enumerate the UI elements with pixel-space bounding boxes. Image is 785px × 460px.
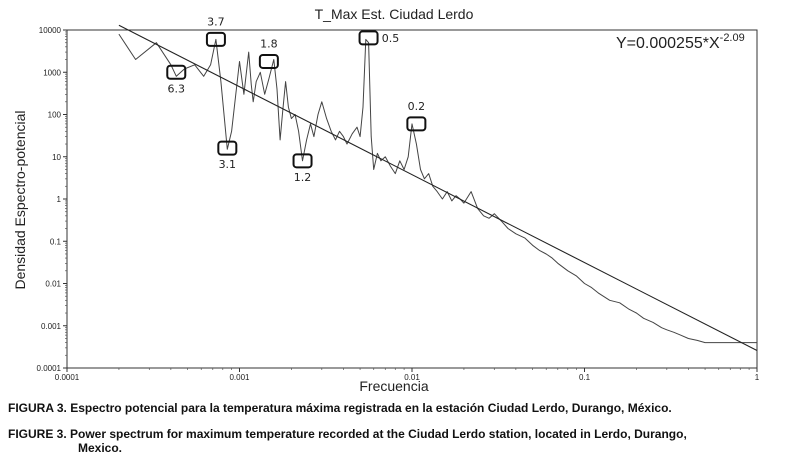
caption-english: FIGURE 3. Power spectrum for maximum tem… [8, 427, 783, 455]
fit-line [118, 24, 758, 351]
spectrum-line [118, 33, 757, 344]
y-tick-label: 0.01 [45, 280, 61, 289]
x-axis-label: Frecuencia [359, 378, 428, 394]
peak-period-label: 1.2 [294, 171, 312, 184]
peak-period-label: 1.8 [260, 37, 278, 50]
peak-marker-box [166, 64, 187, 80]
peak-marker-box [406, 116, 427, 132]
y-tick-label: 10 [52, 153, 61, 162]
plot-frame [66, 29, 758, 369]
y-tick-label: 0.0001 [37, 364, 62, 373]
peak-period-label: 3.7 [207, 15, 225, 28]
x-tick-label: 0.1 [579, 373, 591, 382]
chart-title: T_Max Est. Ciudad Lerdo [315, 6, 474, 22]
peak-marker-box [205, 31, 226, 47]
y-tick-label: 100 [48, 111, 62, 120]
power-spectrum-chart: T_Max Est. Ciudad Lerdo 0.0001 0.001 0.01 0… [12, 6, 760, 394]
x-tick-label: 1 [755, 373, 760, 382]
peak-period-label: 6.3 [168, 82, 186, 95]
caption-english-line1: FIGURE 3. Power spectrum for maximum tem… [8, 427, 687, 441]
y-axis-ticks: 10000 1000 100 10 1 0.1 0.01 0.001 0.0001 [37, 26, 67, 373]
y-tick-label: 0.001 [41, 322, 62, 331]
annotation-group: 3.7 6.3 3.1 1.8 1.2 0.5 0.2 [166, 15, 427, 184]
y-tick-label: 1000 [43, 68, 61, 77]
peak-marker-box [292, 153, 313, 169]
peak-period-label: 0.2 [408, 100, 426, 113]
peak-marker-box [358, 30, 379, 46]
caption-english-line2: Mexico. [78, 441, 123, 455]
fit-equation: Y=0.000255*X-2.09 [616, 32, 745, 52]
fit-equation-base: Y=0.000255*X [616, 35, 720, 52]
caption-spanish: FIGURA 3. Espectro potencial para la tem… [8, 401, 672, 415]
fit-equation-exponent: -2.09 [720, 32, 745, 44]
peak-marker-box [258, 53, 279, 69]
peak-marker-box [217, 140, 238, 156]
x-axis-ticks: 0.0001 0.001 0.01 0.1 1 [55, 368, 760, 382]
x-tick-label: 0.001 [229, 373, 250, 382]
y-tick-label: 1 [57, 195, 62, 204]
x-tick-label: 0.0001 [55, 373, 80, 382]
x-tick-label: 0.01 [404, 373, 420, 382]
series-group [118, 24, 758, 351]
peak-period-label: 0.5 [382, 32, 400, 45]
peak-period-label: 3.1 [219, 158, 237, 171]
y-tick-label: 0.1 [50, 237, 62, 246]
y-axis-label: Densidad Espectro-potencial [12, 111, 28, 290]
y-tick-label: 10000 [39, 26, 62, 35]
